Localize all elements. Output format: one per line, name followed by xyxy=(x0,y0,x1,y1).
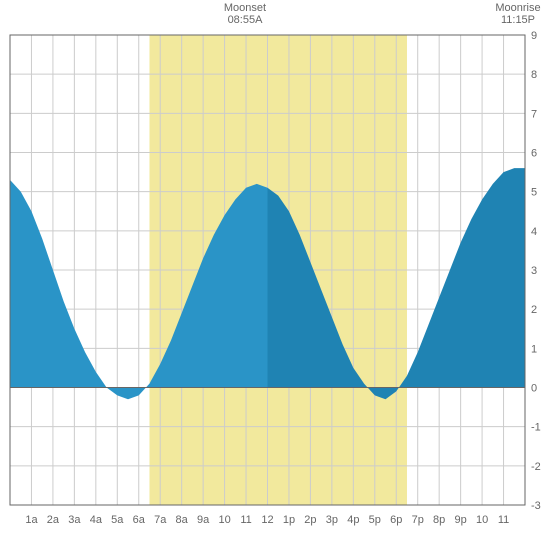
svg-text:12: 12 xyxy=(261,514,273,526)
svg-text:1: 1 xyxy=(531,343,537,355)
svg-text:-2: -2 xyxy=(531,461,541,473)
svg-text:6a: 6a xyxy=(133,514,146,526)
svg-text:3a: 3a xyxy=(68,514,81,526)
svg-text:7a: 7a xyxy=(154,514,167,526)
moonrise-title: Moonrise xyxy=(488,2,548,14)
svg-text:5a: 5a xyxy=(111,514,124,526)
moonset-title: Moonset xyxy=(215,2,275,14)
svg-text:-1: -1 xyxy=(531,422,541,434)
tide-chart: Moonset 08:55A Moonrise 11:15P -3-2-1012… xyxy=(0,0,550,550)
svg-text:8p: 8p xyxy=(433,514,445,526)
svg-text:10: 10 xyxy=(476,514,488,526)
svg-text:8a: 8a xyxy=(176,514,189,526)
svg-text:7p: 7p xyxy=(412,514,424,526)
chart-svg: -3-2-101234567891a2a3a4a5a6a7a8a9a101112… xyxy=(0,0,550,550)
svg-text:11: 11 xyxy=(498,514,509,526)
svg-text:9a: 9a xyxy=(197,514,210,526)
svg-text:5: 5 xyxy=(531,187,537,199)
moonrise-label: Moonrise 11:15P xyxy=(488,2,548,26)
moonset-time: 08:55A xyxy=(215,14,275,26)
svg-text:6p: 6p xyxy=(390,514,402,526)
svg-text:5p: 5p xyxy=(369,514,381,526)
moonset-label: Moonset 08:55A xyxy=(215,2,275,26)
svg-text:9: 9 xyxy=(531,30,537,42)
svg-text:3: 3 xyxy=(531,265,537,277)
svg-text:2p: 2p xyxy=(304,514,316,526)
svg-text:2a: 2a xyxy=(47,514,60,526)
svg-text:4p: 4p xyxy=(347,514,359,526)
svg-text:1p: 1p xyxy=(283,514,295,526)
svg-text:11: 11 xyxy=(240,514,251,526)
svg-text:4: 4 xyxy=(531,226,537,238)
svg-text:3p: 3p xyxy=(326,514,338,526)
svg-text:0: 0 xyxy=(531,383,537,395)
svg-text:2: 2 xyxy=(531,304,537,316)
svg-text:1a: 1a xyxy=(25,514,38,526)
svg-text:4a: 4a xyxy=(90,514,103,526)
moonrise-time: 11:15P xyxy=(488,14,548,26)
svg-text:7: 7 xyxy=(531,108,537,120)
svg-text:8: 8 xyxy=(531,69,537,81)
svg-text:9p: 9p xyxy=(455,514,467,526)
svg-text:-3: -3 xyxy=(531,500,541,512)
svg-text:10: 10 xyxy=(218,514,230,526)
svg-text:6: 6 xyxy=(531,148,537,160)
